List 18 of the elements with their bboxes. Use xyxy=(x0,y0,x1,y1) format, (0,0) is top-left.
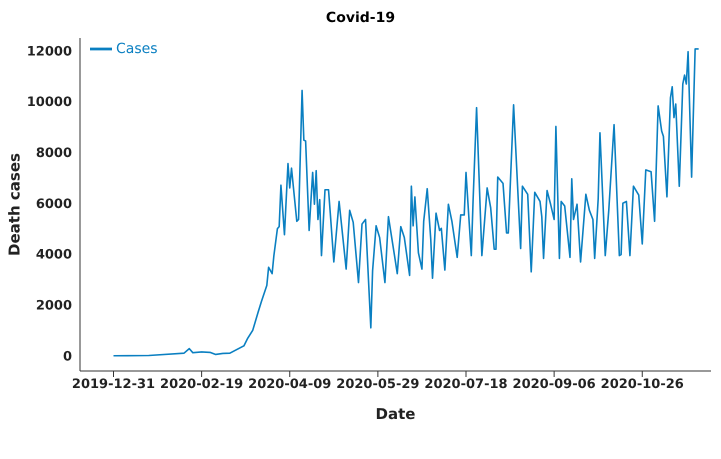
y-tick-label: 0 xyxy=(62,349,72,364)
x-tick-label: 2020-07-18 xyxy=(424,377,508,392)
y-tick-label: 6000 xyxy=(36,196,72,212)
x-tick-label: 2020-09-06 xyxy=(512,377,596,392)
chart-title: Covid-19 xyxy=(324,10,396,26)
y-tick-label: 4000 xyxy=(36,248,72,263)
y-axis-title: Death cases xyxy=(5,153,24,256)
x-tick-label: 2020-02-19 xyxy=(160,377,244,392)
x-tick-label: 2020-05-29 xyxy=(336,377,420,392)
x-tick-label: 2019-12-31 xyxy=(72,377,156,392)
y-tick-label: 10000 xyxy=(26,95,72,110)
x-tick-label: 2020-04-09 xyxy=(248,377,332,392)
x-axis-title: Date xyxy=(376,405,416,423)
y-tick-label: 8000 xyxy=(36,146,72,162)
y-tick-label: 12000 xyxy=(26,44,72,60)
y-tick-label: 2000 xyxy=(36,298,72,314)
legend-label: Cases xyxy=(116,40,158,57)
x-tick-label: 2020-10-26 xyxy=(600,377,684,392)
